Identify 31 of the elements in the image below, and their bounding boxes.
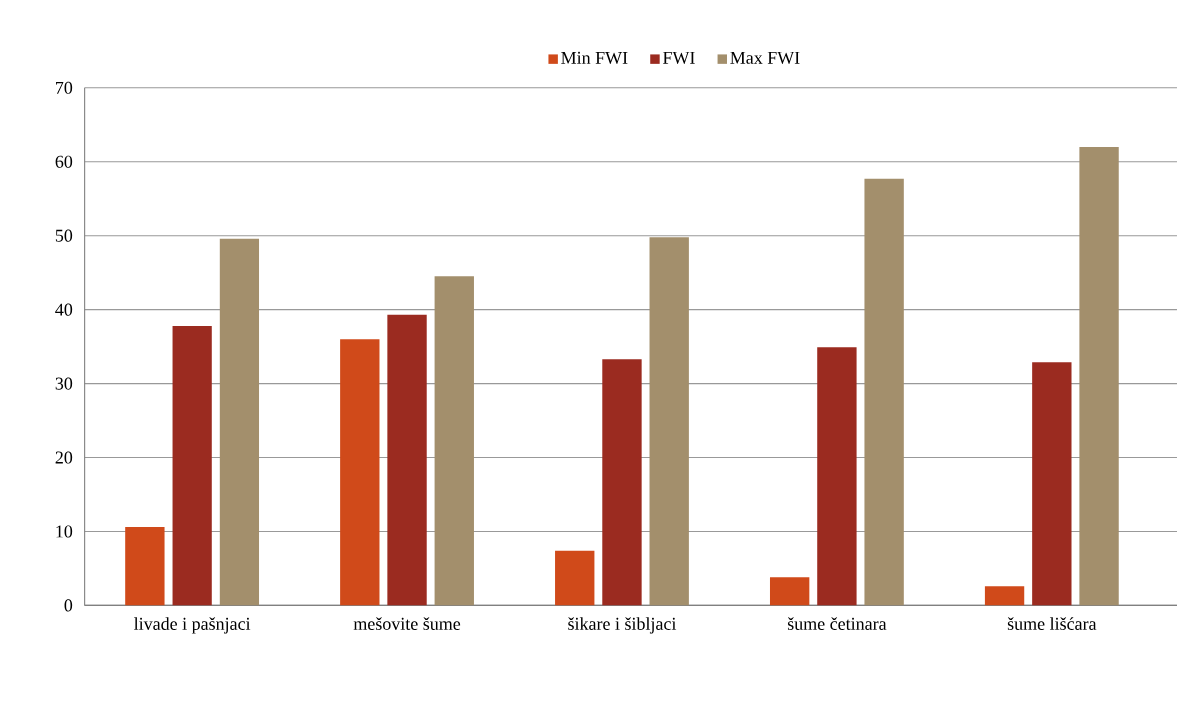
bar xyxy=(602,359,642,606)
bar xyxy=(984,586,1025,606)
bar xyxy=(340,339,380,606)
x-tick-label: šikare i šibljaci xyxy=(568,617,677,634)
bar xyxy=(1079,147,1119,606)
y-tick-label: 70 xyxy=(56,81,73,94)
legend-label: Min FWI xyxy=(561,51,628,65)
y-tick-label: 60 xyxy=(55,155,73,168)
bar xyxy=(555,550,595,606)
x-tick-label: šume četinara xyxy=(787,617,887,631)
bar xyxy=(219,238,260,606)
y-tick-label: 20 xyxy=(55,451,73,464)
legend-label: FWI xyxy=(662,52,695,65)
y-tick-label: 0 xyxy=(64,599,73,612)
bar xyxy=(434,276,474,606)
y-tick-label: 50 xyxy=(55,229,73,242)
bar xyxy=(769,577,810,606)
y-tick-label: 30 xyxy=(55,377,73,390)
bar xyxy=(817,347,857,606)
x-tick-label: šume lišćara xyxy=(1007,617,1097,631)
bar xyxy=(649,237,689,606)
y-tick-label: 40 xyxy=(55,303,73,316)
x-tick-label: livade i pašnjaci xyxy=(134,617,251,634)
x-tick-label: mešovite šume xyxy=(353,617,461,631)
bar xyxy=(387,314,427,606)
y-tick-label: 10 xyxy=(56,525,73,538)
bar xyxy=(864,178,904,606)
bar xyxy=(125,527,165,606)
bar xyxy=(172,326,212,606)
legend-label: Max FWI xyxy=(730,52,800,65)
bar xyxy=(1032,362,1072,606)
